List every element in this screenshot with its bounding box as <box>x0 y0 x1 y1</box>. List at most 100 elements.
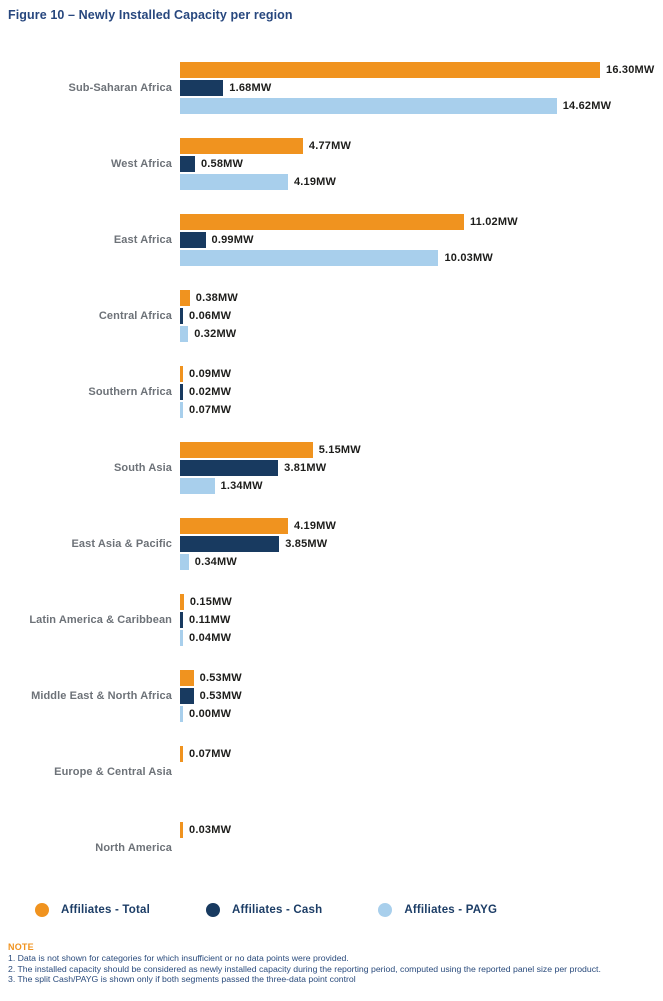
bar-line: 0.03MW <box>180 822 231 838</box>
bar-total <box>180 594 184 610</box>
bar-value-label: 11.02MW <box>469 216 518 228</box>
legend-label: Affiliates - Cash <box>232 904 323 916</box>
bar-line: 0.53MW <box>180 670 242 686</box>
chart-row: South Asia 5.15MW 3.81MW 1.34MW <box>0 442 663 518</box>
chart-row: Sub-Saharan Africa 16.30MW 1.68MW 14.62MW <box>0 62 663 138</box>
bar-value-label: 0.06MW <box>189 310 232 322</box>
cash-legend-dot-icon <box>206 903 221 917</box>
bar-line: 0.09MW <box>180 366 231 382</box>
notes-list: 1. Data is not shown for categories for … <box>8 953 660 985</box>
bar-line: 0.06MW <box>180 308 238 324</box>
bar-value-label: 0.02MW <box>189 386 232 398</box>
bar-value-label: 10.03MW <box>444 252 493 264</box>
bar-value-label: 0.00MW <box>189 708 232 720</box>
bar-cash <box>180 460 279 476</box>
chart-legend: Affiliates - Total Affiliates - Cash Affil… <box>35 903 497 917</box>
bar-total <box>180 62 600 78</box>
bar-value-label: 16.30MW <box>606 64 655 76</box>
bar-payg <box>180 98 557 114</box>
bar-line: 3.81MW <box>180 460 361 476</box>
legend-item-payg: Affiliates - PAYG <box>378 903 497 917</box>
bar-line: 10.03MW <box>180 250 518 266</box>
bar-payg <box>180 174 288 190</box>
chart-row: West Africa 4.77MW 0.58MW 4.19MW <box>0 138 663 214</box>
bar-payg <box>180 630 183 646</box>
bar-value-label: 3.85MW <box>285 538 328 550</box>
bar-value-label: 14.62MW <box>562 100 612 112</box>
bar-value-label: 0.11MW <box>189 614 231 626</box>
bar-total <box>180 518 288 534</box>
bar-value-label: 5.15MW <box>318 444 361 456</box>
bar-value-label: 1.68MW <box>229 82 272 94</box>
region-label: North America <box>95 842 172 854</box>
bar-line: 5.15MW <box>180 442 361 458</box>
figure-title: Figure 10 – Newly Installed Capacity per… <box>8 8 293 22</box>
payg-legend-dot-icon <box>378 903 393 917</box>
bar-group: 11.02MW 0.99MW 10.03MW <box>180 214 518 268</box>
bar-line: 14.62MW <box>180 98 654 114</box>
bar-value-label: 0.15MW <box>189 596 233 608</box>
bar-line: 0.99MW <box>180 232 518 248</box>
chart-row: Central Africa 0.38MW 0.06MW 0.32MW <box>0 290 663 366</box>
bar-line: 0.58MW <box>180 156 351 172</box>
bar-group: 0.15MW 0.11MW 0.04MW <box>180 594 232 648</box>
chart-row: Middle East & North Africa 0.53MW 0.53MW 0.… <box>0 670 663 746</box>
bar-line: 0.34MW <box>180 554 336 570</box>
bar-cash <box>180 232 206 248</box>
region-label: South Asia <box>113 462 172 474</box>
bar-value-label: 3.81MW <box>284 462 327 474</box>
bar-cash <box>180 80 224 96</box>
bar-payg <box>180 326 189 342</box>
bar-value-label: 0.58MW <box>200 158 244 170</box>
chart-row: North America 0.03MW <box>0 822 663 898</box>
bar-value-label: 0.03MW <box>189 824 232 836</box>
bar-value-label: 0.09MW <box>189 368 232 380</box>
bar-group: 5.15MW 3.81MW 1.34MW <box>180 442 361 496</box>
bar-value-label: 0.53MW <box>199 690 242 702</box>
bar-payg <box>180 402 183 418</box>
bar-cash <box>180 688 194 704</box>
bar-cash <box>180 612 183 628</box>
bar-value-label: 4.19MW <box>293 520 337 532</box>
bar-group: 4.19MW 3.85MW 0.34MW <box>180 518 336 572</box>
bar-total <box>180 670 194 686</box>
bar-group: 0.09MW 0.02MW 0.07MW <box>180 366 231 420</box>
region-label: West Africa <box>110 158 172 170</box>
bar-cash <box>180 536 280 552</box>
bar-value-label: 0.34MW <box>194 556 237 568</box>
bar-line: 11.02MW <box>180 214 518 230</box>
bar-total <box>180 290 190 306</box>
region-label: Southern Africa <box>88 386 172 398</box>
bar-group: 0.07MW <box>180 746 231 764</box>
region-label: Sub-Saharan Africa <box>68 82 172 94</box>
legend-label: Affiliates - Total <box>61 904 151 916</box>
bar-total <box>180 366 183 382</box>
bar-cash <box>180 384 183 400</box>
bar-value-label: 0.07MW <box>189 404 232 416</box>
region-label: Central Africa <box>98 310 172 322</box>
bar-value-label: 0.38MW <box>195 292 238 304</box>
region-label: Latin America & Caribbean <box>29 614 172 626</box>
bar-total <box>180 442 313 458</box>
chart-row: East Asia & Pacific 4.19MW 3.85MW 0.34MW <box>0 518 663 594</box>
bar-cash <box>180 308 183 324</box>
chart-row: Latin America & Caribbean 0.15MW 0.11MW 0.0… <box>0 594 663 670</box>
bar-value-label: 4.77MW <box>308 140 352 152</box>
bar-group: 0.53MW 0.53MW 0.00MW <box>180 670 242 724</box>
bar-payg <box>180 706 183 722</box>
bar-line: 4.19MW <box>180 174 351 190</box>
note-line: 1. Data is not shown for categories for … <box>8 953 349 963</box>
bar-group: 0.03MW <box>180 822 231 840</box>
bar-total <box>180 138 303 154</box>
chart-row: East Africa 11.02MW 0.99MW 10.03MW <box>0 214 663 290</box>
bar-line: 4.77MW <box>180 138 351 154</box>
bar-line: 0.02MW <box>180 384 231 400</box>
bar-line: 0.11MW <box>180 612 232 628</box>
legend-item-total: Affiliates - Total <box>35 903 150 917</box>
region-label: East Africa <box>113 234 172 246</box>
bar-chart: Sub-Saharan Africa 16.30MW 1.68MW 14.62MW We… <box>0 62 663 898</box>
legend-item-cash: Affiliates - Cash <box>206 903 322 917</box>
chart-row: Southern Africa 0.09MW 0.02MW 0.07MW <box>0 366 663 442</box>
bar-line: 0.38MW <box>180 290 238 306</box>
